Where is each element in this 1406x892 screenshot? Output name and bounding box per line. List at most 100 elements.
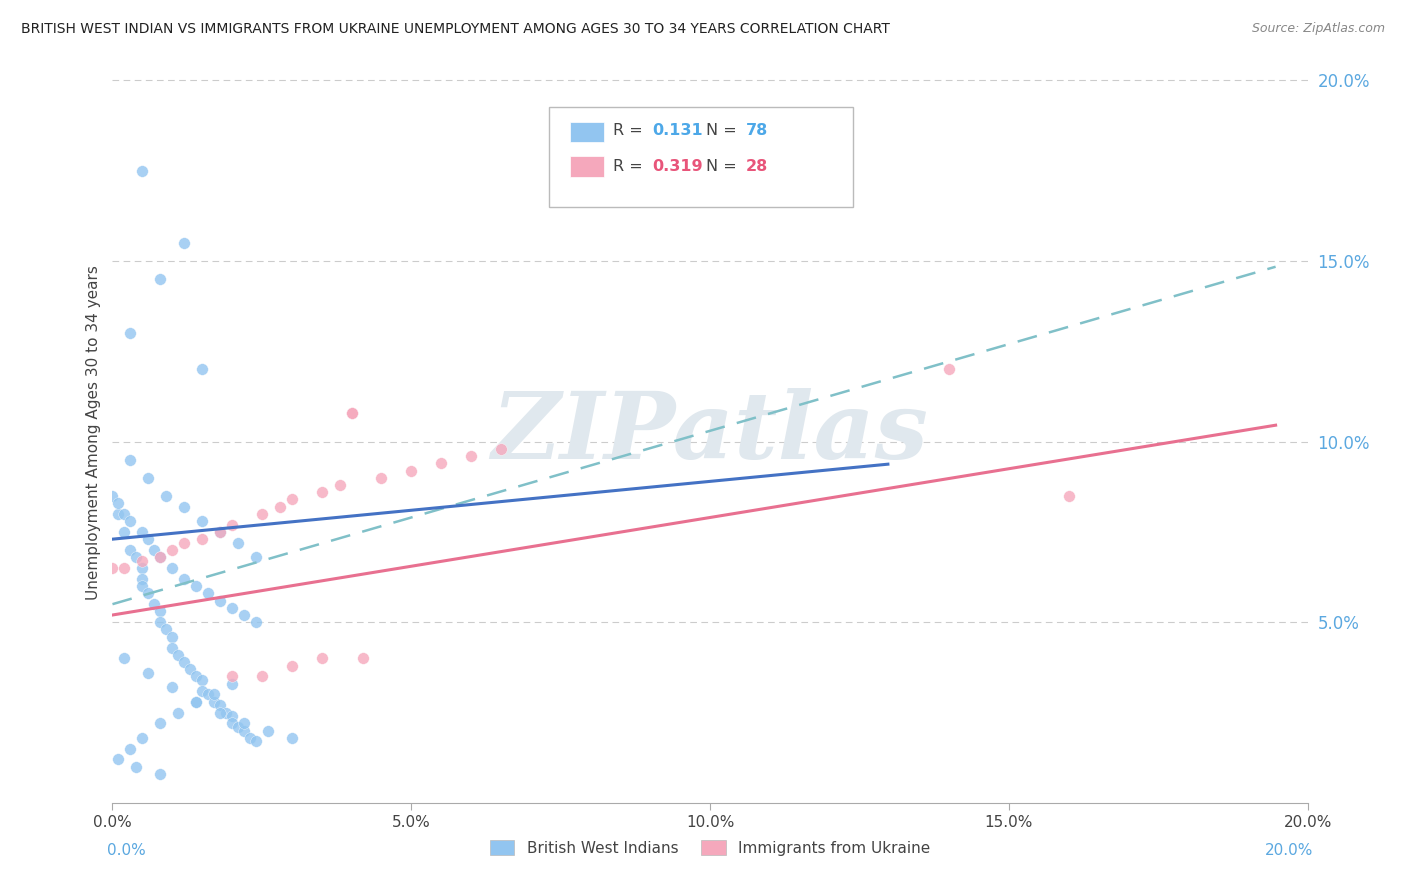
Point (250, 507, 273, 521)
Point (138, 471, 160, 485)
Point (155, 623, 177, 637)
Point (138, 665, 160, 680)
Point (370, 471, 392, 485)
Point (149, 604, 172, 618)
Point (340, 406, 363, 420)
Point (191, 362, 214, 376)
Point (143, 597, 166, 611)
Point (131, 731, 153, 745)
Point (221, 676, 243, 690)
Point (143, 543, 166, 558)
Point (131, 554, 153, 568)
Point (269, 500, 291, 514)
Text: 0.319: 0.319 (652, 159, 703, 174)
Point (167, 648, 190, 662)
Point (191, 683, 214, 698)
Point (131, 572, 153, 586)
Point (173, 655, 195, 669)
Point (281, 492, 304, 507)
Point (120, 514, 142, 528)
Point (209, 524, 232, 539)
FancyBboxPatch shape (571, 156, 603, 178)
Point (489, 442, 512, 456)
Point (114, 561, 135, 575)
Point (233, 716, 256, 731)
Point (221, 716, 243, 731)
Text: 78: 78 (747, 123, 768, 138)
Point (149, 550, 172, 565)
Text: BRITISH WEST INDIAN VS IMMIGRANTS FROM UKRAINE UNEMPLOYMENT AMONG AGES 30 TO 34 : BRITISH WEST INDIAN VS IMMIGRANTS FROM U… (21, 22, 890, 37)
Point (107, 496, 129, 510)
Text: 28: 28 (747, 159, 768, 174)
Point (125, 550, 148, 565)
Point (149, 550, 172, 565)
Point (1057, 489, 1080, 503)
Point (162, 640, 183, 655)
Point (221, 709, 243, 723)
Point (221, 600, 243, 615)
Point (938, 362, 960, 376)
Point (101, 561, 124, 575)
Point (233, 723, 256, 738)
Point (162, 561, 183, 575)
Legend: British West Indians, Immigrants from Ukraine: British West Indians, Immigrants from Uk… (484, 834, 936, 862)
Point (311, 651, 333, 665)
Text: 20.0%: 20.0% (1265, 844, 1313, 858)
Y-axis label: Unemployment Among Ages 30 to 34 years: Unemployment Among Ages 30 to 34 years (86, 265, 101, 600)
Text: Source: ZipAtlas.com: Source: ZipAtlas.com (1251, 22, 1385, 36)
Point (114, 524, 135, 539)
Point (221, 669, 243, 683)
Point (114, 651, 135, 665)
Point (120, 452, 142, 467)
Point (131, 579, 153, 593)
Point (149, 272, 172, 286)
Point (186, 579, 208, 593)
Point (125, 760, 148, 774)
Point (107, 752, 129, 766)
Point (257, 723, 280, 738)
Point (226, 535, 249, 549)
Point (329, 478, 352, 492)
Text: R =: R = (613, 159, 648, 174)
Point (149, 615, 172, 630)
Text: ZIPatlas: ZIPatlas (492, 388, 928, 477)
Point (162, 630, 183, 644)
Point (209, 698, 232, 713)
Point (202, 695, 225, 709)
Point (186, 695, 208, 709)
Point (149, 716, 172, 731)
Point (197, 586, 219, 600)
Text: R =: R = (613, 123, 648, 138)
Text: N =: N = (706, 159, 742, 174)
Point (173, 572, 195, 586)
Point (401, 464, 423, 478)
Point (209, 593, 232, 607)
Point (131, 524, 153, 539)
Point (131, 163, 153, 178)
Point (221, 517, 243, 532)
Point (239, 731, 262, 745)
Point (179, 662, 201, 676)
Point (167, 706, 190, 720)
Point (340, 406, 363, 420)
Point (186, 695, 208, 709)
Point (138, 586, 160, 600)
Point (191, 532, 214, 546)
Point (281, 658, 304, 673)
Point (186, 669, 208, 683)
Point (131, 561, 153, 575)
Point (155, 489, 177, 503)
Point (173, 535, 195, 549)
Point (138, 532, 160, 546)
Point (173, 500, 195, 514)
Point (120, 543, 142, 558)
Point (173, 235, 195, 250)
Point (250, 669, 273, 683)
Point (233, 607, 256, 622)
Point (460, 449, 482, 463)
Point (245, 615, 267, 630)
Point (226, 720, 249, 734)
Point (197, 688, 219, 702)
Point (430, 456, 453, 470)
Point (353, 651, 375, 665)
